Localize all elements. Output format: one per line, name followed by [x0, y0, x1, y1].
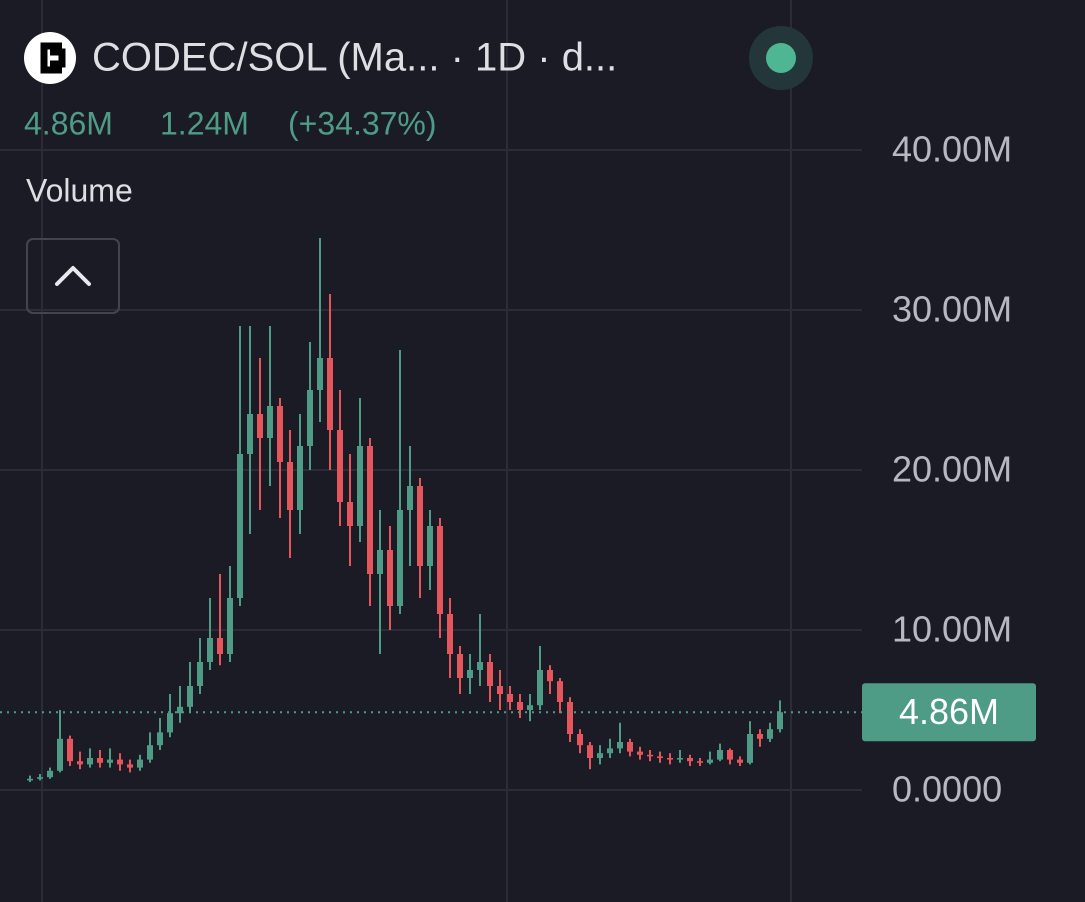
candle-body: [527, 705, 533, 710]
candle-body: [167, 713, 173, 733]
candle-body: [47, 770, 53, 778]
candle-body: [317, 358, 323, 390]
candle-body: [197, 662, 203, 686]
candle-body: [377, 550, 383, 574]
candle-body: [697, 761, 703, 763]
candle-body: [427, 526, 433, 566]
candle-body: [667, 758, 673, 760]
candle-body: [487, 662, 493, 686]
candle-body: [417, 486, 423, 566]
candle-body: [747, 734, 753, 763]
candle-body: [517, 702, 523, 710]
candle-body: [327, 358, 333, 430]
candle-body: [547, 670, 553, 682]
candle-body: [687, 758, 693, 762]
collapse-button[interactable]: [26, 238, 120, 314]
candle-body: [457, 654, 463, 678]
candle-body: [407, 486, 413, 510]
candle-body: [577, 734, 583, 746]
candle-body: [247, 414, 253, 454]
candle-body: [157, 732, 163, 746]
candle-body: [107, 759, 113, 763]
series-name: Volume: [26, 172, 133, 208]
candle-body: [557, 681, 563, 702]
candle-body: [647, 754, 653, 757]
logo-mark: [40, 42, 66, 74]
y-tick-label: 30.00M: [892, 289, 1012, 330]
candle-body: [497, 686, 503, 694]
y-tick-label: 0.0000: [892, 769, 1002, 810]
candle-body: [237, 454, 243, 598]
candle-body: [477, 662, 483, 670]
candle-body: [437, 526, 443, 614]
candle-body: [277, 406, 283, 462]
candle-body: [97, 758, 103, 763]
candle-body: [607, 748, 613, 754]
candle-body: [657, 756, 663, 758]
candle-body: [397, 510, 403, 606]
candle-body: [87, 758, 93, 765]
candle-body: [447, 614, 453, 654]
last-value-label: 4.86M: [899, 691, 999, 732]
candle-body: [177, 706, 183, 714]
candle-body: [27, 778, 33, 781]
candle-body: [617, 742, 623, 749]
chevron-icon: [55, 266, 91, 286]
legend-value: 1.24M: [160, 105, 249, 141]
candle-body: [57, 738, 63, 771]
candle-body: [637, 751, 643, 755]
candle-body: [347, 502, 353, 526]
y-tick-label: 20.00M: [892, 449, 1012, 490]
candle-body: [307, 390, 313, 446]
legend-value: 4.86M: [24, 105, 113, 141]
candle-body: [387, 550, 393, 606]
candle-body: [297, 446, 303, 510]
plot: [0, 149, 862, 791]
candle-body: [217, 638, 223, 654]
candle-body: [777, 712, 783, 730]
candle-body: [597, 753, 603, 758]
candle-body: [537, 670, 543, 706]
candle-body: [707, 759, 713, 763]
candle-body: [737, 759, 743, 763]
logo: [24, 32, 76, 84]
chart-title: CODEC/SOL (Ma... · 1D · d...: [92, 36, 617, 80]
candle-body: [257, 414, 263, 438]
candle-body: [467, 670, 473, 678]
candle-body: [627, 742, 633, 752]
candle-body: [267, 406, 273, 438]
candle-body: [507, 694, 513, 702]
candle-body: [147, 745, 153, 760]
candle-body: [77, 761, 83, 765]
candle-body: [127, 764, 133, 768]
candle-body: [767, 729, 773, 739]
candle-body: [187, 686, 193, 707]
candle-body: [677, 758, 683, 760]
candle-body: [67, 738, 73, 762]
candle-body: [117, 759, 123, 765]
candle-body: [367, 446, 373, 574]
candle-body: [37, 777, 43, 779]
candle-body: [337, 430, 343, 502]
candle-body: [757, 734, 763, 739]
candle-body: [287, 462, 293, 510]
candle-body: [717, 750, 723, 760]
y-tick-label: 10.00M: [892, 609, 1012, 650]
candle-body: [357, 446, 363, 526]
candle-body: [567, 702, 573, 734]
last-value-badge: [862, 683, 1036, 742]
candle-body: [227, 598, 233, 654]
candle-body: [137, 759, 143, 768]
candle-body: [587, 745, 593, 758]
legend-value: (+34.37%): [288, 105, 437, 141]
status-dot: [766, 43, 796, 73]
candle-body: [207, 638, 213, 662]
candle-body: [727, 750, 733, 760]
y-tick-label: 40.00M: [892, 129, 1012, 170]
